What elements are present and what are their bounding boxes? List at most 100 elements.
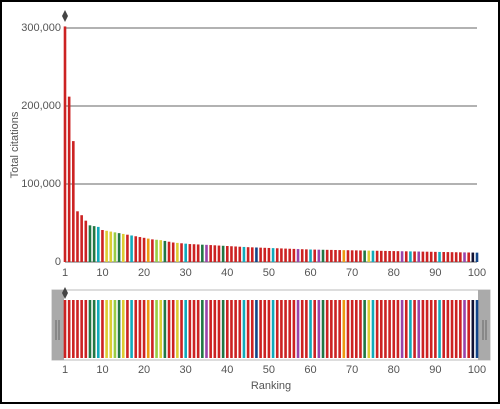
navigator-tick-label: 30 xyxy=(180,364,192,376)
navigator-tick-label: 50 xyxy=(263,364,275,376)
bar xyxy=(234,246,237,262)
navigator-bar xyxy=(396,300,400,358)
navigator-bar xyxy=(205,300,208,358)
navigator-tick-label: 60 xyxy=(304,364,316,376)
navigator-bar xyxy=(63,300,67,358)
navigator-bar xyxy=(375,300,379,358)
navigator-bar xyxy=(134,300,138,358)
bar xyxy=(167,241,171,262)
navigator-bar xyxy=(142,300,146,358)
bar xyxy=(275,248,279,262)
navigator-bar xyxy=(284,300,287,358)
navigator-bar xyxy=(255,300,258,358)
navigator-bar xyxy=(121,300,125,358)
navigator-bar xyxy=(196,300,200,358)
navigator-bar xyxy=(309,300,312,358)
x-tick-label: 1 xyxy=(62,267,68,279)
navigator-bar xyxy=(363,300,366,358)
bar xyxy=(334,249,337,262)
bar xyxy=(325,249,329,262)
navigator-bar xyxy=(442,300,446,358)
bar xyxy=(371,250,375,262)
navigator-tick-label: 70 xyxy=(346,364,358,376)
navigator-bar xyxy=(288,300,292,358)
navigator-bar xyxy=(417,300,421,358)
brush-marker[interactable] xyxy=(62,287,68,299)
navigator-bar xyxy=(101,300,104,358)
navigator-bar xyxy=(379,300,383,358)
bar xyxy=(205,244,208,262)
navigator-bar xyxy=(296,300,300,358)
navigator-bar xyxy=(201,300,204,358)
bar xyxy=(434,251,437,262)
y-tick-label: 100,000 xyxy=(21,178,61,190)
navigator-bar xyxy=(234,300,237,358)
navigator-bar xyxy=(275,300,279,358)
bar xyxy=(342,250,346,262)
bar xyxy=(459,252,462,262)
navigator-bar xyxy=(367,300,371,358)
bar xyxy=(176,242,179,262)
bar xyxy=(238,246,242,262)
bar xyxy=(296,249,300,262)
navigator-bar xyxy=(246,300,250,358)
navigator-bar xyxy=(155,300,158,358)
bar xyxy=(142,237,146,262)
bar xyxy=(101,230,104,262)
bar xyxy=(404,251,408,262)
bar xyxy=(196,244,200,262)
bar xyxy=(84,220,88,262)
bar xyxy=(338,250,341,262)
navigator-bar xyxy=(317,300,321,358)
bar xyxy=(217,245,221,262)
bar xyxy=(392,251,396,262)
navigator-bar xyxy=(404,300,408,358)
navigator-bar xyxy=(67,300,71,358)
navigator-bar xyxy=(213,300,217,358)
navigator-bar xyxy=(105,300,108,358)
navigator-bar xyxy=(92,300,96,358)
bar xyxy=(259,247,262,262)
navigator-bar xyxy=(434,300,437,358)
bar xyxy=(163,240,167,262)
bar xyxy=(151,239,154,262)
navigator-tick-label: 40 xyxy=(221,364,233,376)
navigator-bar xyxy=(355,300,358,358)
bar xyxy=(475,252,479,262)
bar xyxy=(113,232,117,262)
navigator-bar xyxy=(163,300,167,358)
navigator-bar xyxy=(209,300,212,358)
navigator-bar xyxy=(400,300,404,358)
bar xyxy=(379,250,383,262)
navigator-bar xyxy=(313,300,316,358)
navigator-bar xyxy=(250,300,254,358)
brush-marker[interactable] xyxy=(62,10,68,22)
navigator-bar xyxy=(425,300,429,358)
bar xyxy=(230,246,233,262)
navigator-bar xyxy=(126,300,129,358)
x-tick-label: 80 xyxy=(388,267,400,279)
handle-grips xyxy=(55,320,487,340)
bar xyxy=(188,244,192,262)
navigator-tick-label: 20 xyxy=(138,364,150,376)
navigator-bar xyxy=(292,300,296,358)
navigator-bar xyxy=(171,300,175,358)
bar xyxy=(280,248,283,262)
navigator-handle-right[interactable] xyxy=(478,290,490,360)
bar xyxy=(359,250,362,262)
bar xyxy=(130,235,133,262)
bar xyxy=(409,251,412,262)
navigator-handle-left[interactable] xyxy=(52,290,64,360)
bar xyxy=(425,251,429,262)
bar xyxy=(88,225,92,262)
bar xyxy=(171,242,175,262)
bar xyxy=(246,247,250,262)
navigator-bar xyxy=(242,300,246,358)
navigator-bar xyxy=(450,300,454,358)
navigator-bar xyxy=(259,300,262,358)
bar xyxy=(384,250,387,262)
navigator-bar xyxy=(300,300,304,358)
navigator[interactable] xyxy=(51,289,491,361)
navigator-bar xyxy=(146,300,150,358)
